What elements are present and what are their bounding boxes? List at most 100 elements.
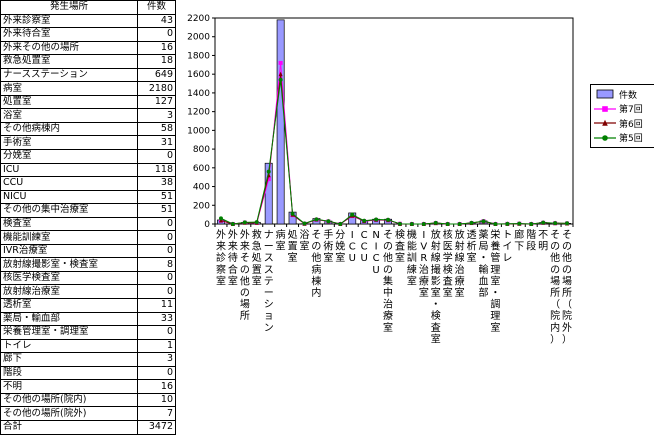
- series-line-1: [221, 74, 567, 224]
- series-2-point-27: [541, 221, 545, 225]
- series-2-point-25: [517, 222, 521, 226]
- x-tick-label-19: 核医学検査室: [443, 228, 453, 299]
- row-count: 31: [138, 136, 176, 150]
- row-count: 0: [138, 28, 176, 42]
- x-tick-label-24: トイレ: [502, 230, 512, 264]
- row-count: 118: [138, 163, 176, 177]
- x-tick-label-14: その他の集中治療室: [383, 229, 393, 334]
- legend-item: 件数: [594, 88, 637, 100]
- x-tick-label-27: 不明: [538, 230, 548, 253]
- row-place-name: 処置室: [1, 95, 138, 109]
- row-count: 38: [138, 177, 176, 191]
- legend-swatch-icon: [594, 104, 616, 114]
- series-2-point-11: [350, 213, 354, 217]
- row-place-name: 外来その他の場所: [1, 41, 138, 55]
- x-tick-label-16: 機能訓練室: [407, 228, 417, 287]
- chart: 0200400600800100012001400160018002000220…: [185, 0, 580, 415]
- row-count: 3: [138, 109, 176, 123]
- series-2-point-10: [338, 222, 342, 226]
- row-count: 0: [138, 285, 176, 299]
- series-2-point-7: [303, 222, 307, 226]
- x-tick-label-3: 救急処置室: [252, 228, 262, 287]
- y-tick-label: 600: [193, 164, 210, 174]
- x-tick-label-4: ナースステーション: [264, 229, 274, 334]
- x-tick-label-20: 放射線治療室: [455, 228, 465, 299]
- y-tick-label: 1000: [187, 126, 210, 136]
- y-tick-label: 200: [193, 201, 210, 211]
- series-2-point-29: [565, 221, 569, 225]
- series-2-point-4: [267, 170, 271, 174]
- legend-label: 第5回: [619, 131, 643, 144]
- row-count: 16: [138, 380, 176, 394]
- row-count: 0: [138, 366, 176, 380]
- legend-swatch-icon: [594, 89, 616, 99]
- row-count: 51: [138, 190, 176, 204]
- row-count: 0: [138, 244, 176, 258]
- bar-5: [277, 20, 284, 224]
- row-count: 649: [138, 68, 176, 82]
- row-count: 8: [138, 258, 176, 272]
- series-2-point-2: [243, 220, 247, 224]
- x-tick-label-28: その他の場所（院内）: [550, 229, 560, 345]
- row-place-name: トイレ: [1, 339, 138, 353]
- total-value: 3472: [138, 420, 176, 434]
- series-2-point-3: [255, 220, 259, 224]
- legend-item: 第6回: [594, 117, 643, 129]
- row-place-name: 浴室: [1, 109, 138, 123]
- series-2-point-18: [434, 221, 438, 225]
- series-0-point-5: [279, 61, 283, 65]
- y-tick-label: 400: [193, 183, 210, 193]
- row-place-name: NICU: [1, 190, 138, 204]
- series-2-point-23: [493, 222, 497, 226]
- x-tick-label-23: 栄養管理室・調理室: [490, 229, 500, 334]
- row-place-name: CCU: [1, 177, 138, 191]
- legend-swatch-icon: [594, 133, 616, 143]
- row-count: 1: [138, 339, 176, 353]
- row-count: 3: [138, 353, 176, 367]
- legend: 件数第7回第6回第5回: [590, 84, 654, 148]
- table-row: その他の場所(院内)10: [1, 393, 176, 407]
- y-tick-label: 2200: [187, 14, 210, 24]
- row-place-name: IVR治療室: [1, 244, 138, 258]
- x-tick-label-5: 病室: [276, 228, 286, 253]
- series-2-point-21: [470, 221, 474, 225]
- row-place-name: 核医学検査室: [1, 271, 138, 285]
- row-place-name: 検査室: [1, 217, 138, 231]
- series-2-point-5: [279, 78, 283, 82]
- series-2-point-15: [398, 222, 402, 226]
- row-count: 16: [138, 41, 176, 55]
- row-count: 0: [138, 271, 176, 285]
- legend-label: 件数: [619, 88, 637, 101]
- row-count: 43: [138, 14, 176, 28]
- series-2-point-20: [458, 222, 462, 226]
- row-place-name: 放射線治療室: [1, 285, 138, 299]
- legend-label: 第6回: [619, 117, 643, 130]
- row-place-name: 不明: [1, 380, 138, 394]
- row-count: 10: [138, 393, 176, 407]
- series-2-point-22: [482, 219, 486, 223]
- row-place-name: 外来診察室: [1, 14, 138, 28]
- row-place-name: 機能訓練室: [1, 231, 138, 245]
- row-count: 0: [138, 326, 176, 340]
- row-place-name: 病室: [1, 82, 138, 96]
- x-tick-label-15: 検査室: [395, 228, 405, 264]
- row-count: 2180: [138, 82, 176, 96]
- table-total-row: 合計 3472: [1, 420, 176, 434]
- x-tick-label-22: 薬局・輸血部: [479, 229, 489, 299]
